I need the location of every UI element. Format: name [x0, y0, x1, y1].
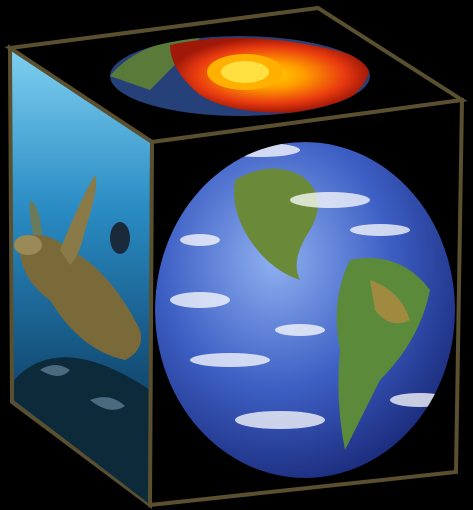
- earth-cross-section: [110, 36, 370, 116]
- sea-turtle-photo: [14, 175, 150, 503]
- earth-globe: [155, 142, 455, 478]
